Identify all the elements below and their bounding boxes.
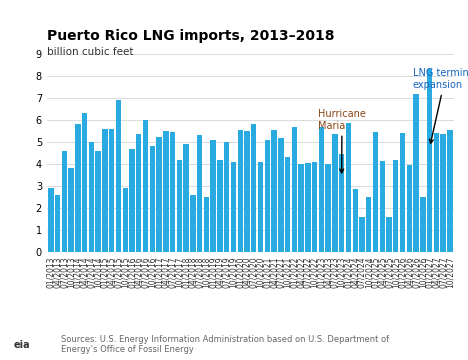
Bar [123,188,128,252]
Bar [116,100,121,252]
Bar [393,159,398,252]
Bar [373,132,378,252]
Bar [238,130,243,252]
Bar [285,157,290,252]
Bar [150,147,155,252]
Bar [447,130,453,252]
Bar [170,132,176,252]
Bar [102,129,108,252]
Bar [95,151,101,252]
Text: Puerto Rico LNG imports, 2013–2018: Puerto Rico LNG imports, 2013–2018 [47,29,334,43]
Bar [271,130,277,252]
Bar [48,188,53,252]
Bar [136,134,141,252]
Bar [440,134,446,252]
Bar [143,120,148,252]
Bar [211,140,216,252]
Text: billion cubic feet: billion cubic feet [47,47,133,57]
Bar [204,197,209,252]
Bar [386,217,392,252]
Bar [305,163,311,252]
Bar [434,133,439,252]
Bar [420,197,425,252]
Bar [346,123,351,252]
Bar [299,164,304,252]
Bar [183,144,189,252]
Bar [129,149,135,252]
Bar [231,162,236,252]
Text: Sources: U.S. Energy Information Administration based on U.S. Department of
Ener: Sources: U.S. Energy Information Adminis… [61,335,389,354]
Bar [224,142,229,252]
Bar [325,164,331,252]
Bar [176,159,182,252]
Bar [319,127,324,252]
Bar [380,161,385,252]
Bar [339,154,344,252]
Bar [156,136,162,252]
Bar [55,195,60,252]
Bar [407,165,412,252]
Bar [109,129,115,252]
Text: Hurricane
Maria: Hurricane Maria [318,109,366,173]
Bar [75,125,80,252]
Bar [278,138,284,252]
Bar [400,133,405,252]
Bar [332,134,337,252]
Bar [62,151,67,252]
Text: eia: eia [14,340,31,350]
Bar [251,125,256,252]
Bar [427,69,432,252]
Bar [292,127,297,252]
Text: LNG terminal
expansion: LNG terminal expansion [413,68,468,143]
Bar [163,131,168,252]
Bar [264,140,270,252]
Bar [413,94,419,252]
Bar [68,168,74,252]
Bar [89,142,94,252]
Bar [217,159,223,252]
Bar [190,195,196,252]
Bar [352,189,358,252]
Bar [197,135,202,252]
Bar [312,162,317,252]
Bar [366,197,372,252]
Bar [82,113,88,252]
Bar [258,162,263,252]
Bar [244,131,250,252]
Bar [359,217,365,252]
